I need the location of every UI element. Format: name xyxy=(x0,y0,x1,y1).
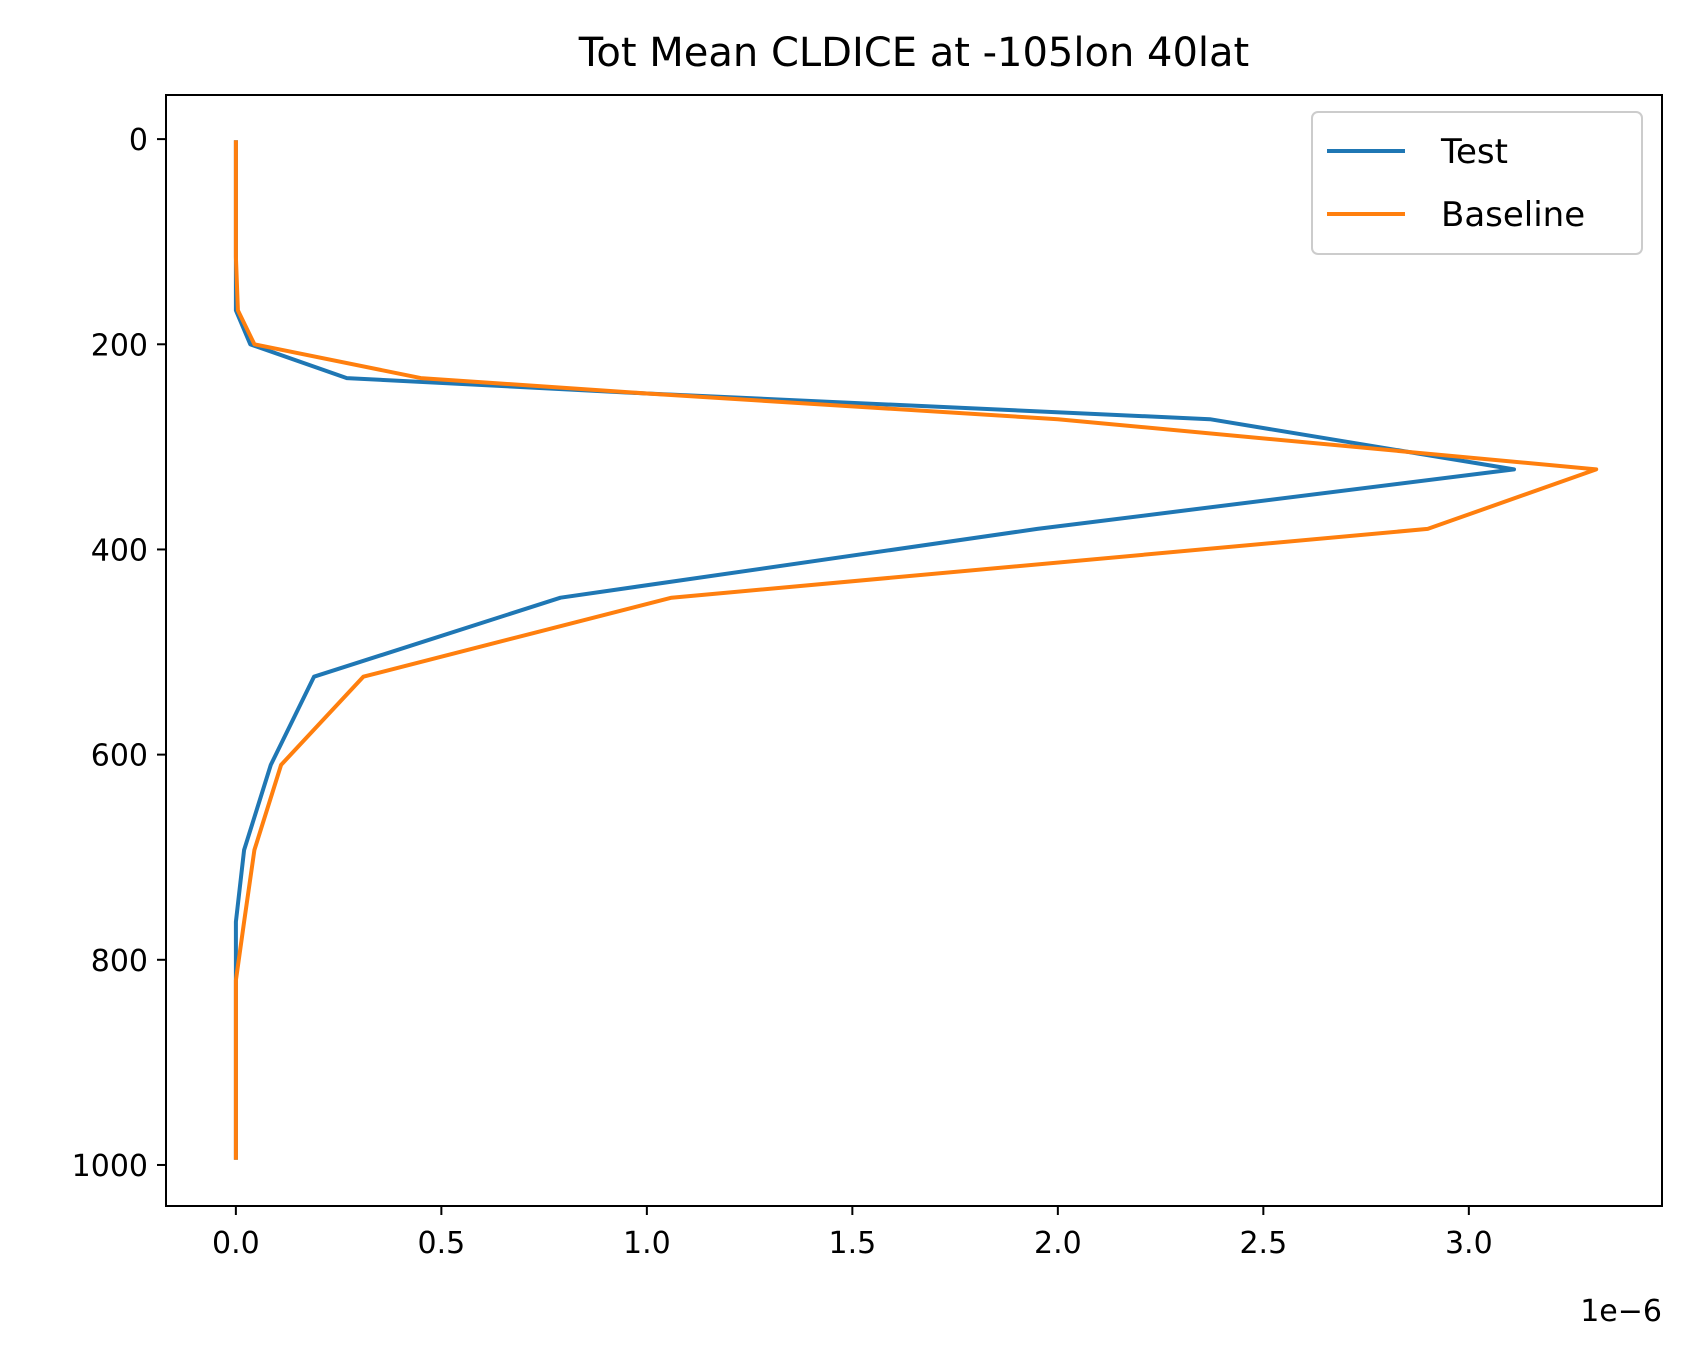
x-tick-label: 2.5 xyxy=(1239,1226,1287,1261)
plot-frame xyxy=(165,94,1663,1207)
x-tick-label: 0.5 xyxy=(418,1226,466,1261)
x-tick-label: 3.0 xyxy=(1445,1226,1493,1261)
legend-box xyxy=(1311,111,1643,255)
chart-title: Tot Mean CLDICE at -105lon 40lat xyxy=(578,30,1250,76)
x-tick-label: 1.5 xyxy=(828,1226,876,1261)
series-line-test xyxy=(233,140,1516,1160)
y-axis: 0 200 400 600 800 1000 xyxy=(72,123,166,1184)
x-tick-label: 0.0 xyxy=(212,1226,260,1261)
x-axis-offset-label: 1e−6 xyxy=(1580,1294,1662,1329)
y-tick-label: 1000 xyxy=(72,1149,148,1184)
x-axis: 0.0 0.5 1.0 1.5 2.0 2.5 3.0 xyxy=(212,1206,1493,1261)
x-tick-label: 1.0 xyxy=(623,1226,671,1261)
series-line-baseline xyxy=(233,140,1599,1160)
y-tick-label: 800 xyxy=(91,944,148,979)
y-tick-label: 200 xyxy=(91,328,148,363)
y-tick-label: 600 xyxy=(91,739,148,774)
y-tick-label: 0 xyxy=(129,123,148,158)
legend-label-baseline: Baseline xyxy=(1441,195,1585,235)
legend-label-test: Test xyxy=(1440,132,1508,172)
y-tick-label: 400 xyxy=(91,533,148,568)
legend: Test Baseline xyxy=(1311,111,1643,255)
x-tick-label: 2.0 xyxy=(1034,1226,1082,1261)
series-layer xyxy=(233,140,1599,1160)
